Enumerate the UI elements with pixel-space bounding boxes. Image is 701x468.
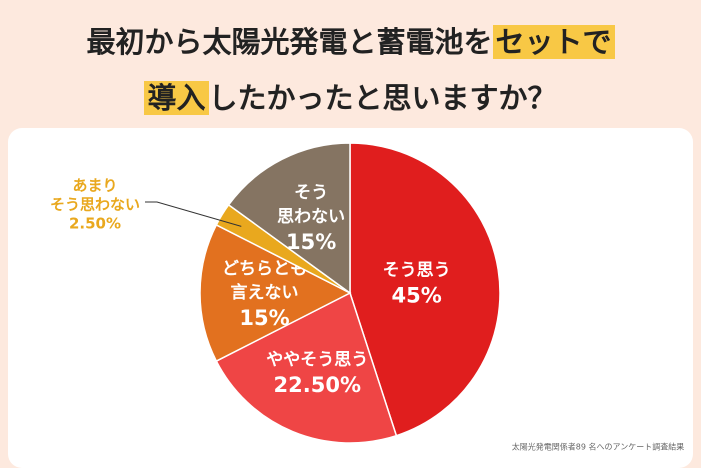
slice-label: そう思う: [383, 260, 451, 280]
value-label: 2.50%: [69, 215, 121, 233]
value-label: 22.50%: [274, 373, 361, 397]
source-note: 太陽光発電関係者89 名へのアンケート調査結果: [512, 442, 684, 452]
slice-label: そう: [294, 183, 328, 203]
leader-line: [145, 201, 242, 227]
pie-slice: [199, 223, 352, 363]
value-label: 15%: [239, 306, 289, 330]
title-part: したかったと思いますか？: [208, 81, 557, 115]
pie-slice: [227, 142, 351, 295]
value-label: 45%: [392, 283, 442, 307]
pie-slice: [349, 142, 501, 437]
slice-label: そう思わない: [50, 196, 140, 214]
slice-label: 思わない: [277, 207, 345, 227]
title-part: 最初から太陽光発電と蓄電池を: [86, 25, 493, 59]
slice-label: 言えない: [231, 282, 299, 303]
slice-label: あまり: [72, 177, 117, 195]
value-label: 15%: [286, 230, 336, 254]
pie-slice: [215, 291, 398, 444]
chart-title: 最初から太陽光発電と蓄電池を セットで導入 したかったと思いますか？: [0, 14, 701, 126]
title-part: セットで: [492, 25, 615, 59]
slice-label: どちらとも: [222, 259, 307, 279]
slice-label: ややそう思う: [266, 350, 368, 370]
title-part: 導入: [144, 81, 209, 115]
